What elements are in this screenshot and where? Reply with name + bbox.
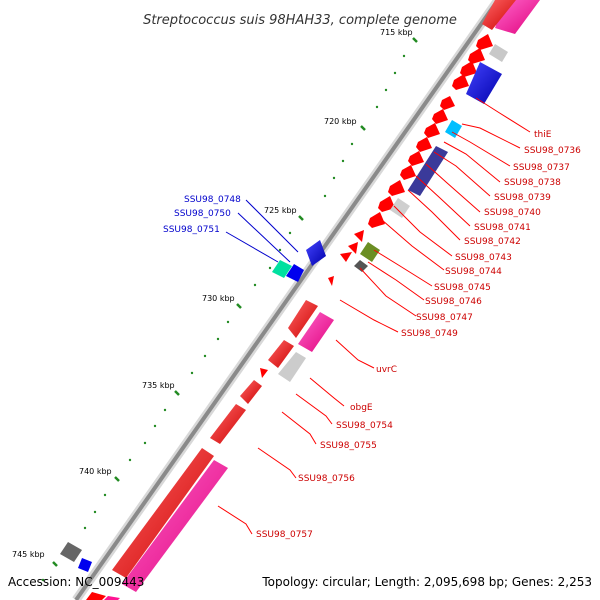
gene-feature xyxy=(286,264,304,282)
gene-label-0740: SSU98_0740 xyxy=(484,208,541,218)
gene-feature xyxy=(482,0,516,30)
gene-feature xyxy=(360,242,380,262)
map-title: Streptococcus suis 98HAH33, complete gen… xyxy=(143,13,457,28)
gene-label-0742: SSU98_0742 xyxy=(464,237,521,247)
gene-feature xyxy=(240,380,262,404)
gene-label-0755: SSU98_0755 xyxy=(320,441,377,451)
gene-feature xyxy=(354,230,364,242)
gene-feature xyxy=(104,596,120,600)
gene-label-thiE: thiE xyxy=(534,130,552,140)
tick-track xyxy=(52,37,418,567)
gene-feature xyxy=(278,352,306,382)
gene-label-0756: SSU98_0756 xyxy=(298,474,355,484)
gene-feature xyxy=(476,34,493,50)
genes-forward xyxy=(86,0,540,600)
gene-label-0757: SSU98_0757 xyxy=(256,530,313,540)
tick-label-730: 730 kbp xyxy=(202,294,235,303)
gene-label-0749: SSU98_0749 xyxy=(401,329,458,339)
gene-feature xyxy=(400,165,416,180)
gene-labels-right: thiE SSU98_0736 SSU98_0737 SSU98_0738 SS… xyxy=(256,130,581,540)
tick-label-745: 745 kbp xyxy=(12,550,45,559)
gene-feature xyxy=(416,137,432,152)
topology-text: Topology: circular; Length: 2,095,698 bp… xyxy=(261,575,592,589)
gene-feature xyxy=(452,74,469,90)
gene-feature xyxy=(60,542,82,562)
gene-feature xyxy=(489,44,508,62)
gene-feature xyxy=(408,146,448,196)
tick-label-735: 735 kbp xyxy=(142,381,175,390)
gene-feature xyxy=(210,404,246,444)
gene-label-uvrC: uvrC xyxy=(376,365,397,375)
gene-feature xyxy=(112,448,214,578)
gene-label-0738: SSU98_0738 xyxy=(504,178,561,188)
tick-label-720: 720 kbp xyxy=(324,117,357,126)
gene-feature xyxy=(468,48,485,64)
gene-feature xyxy=(408,151,424,166)
gene-label-0741: SSU98_0741 xyxy=(474,223,531,233)
accession-text: Accession: NC_009443 xyxy=(8,575,144,589)
gene-label-0745: SSU98_0745 xyxy=(434,283,491,293)
gene-labels-left: SSU98_0748 SSU98_0750 SSU98_0751 xyxy=(163,195,241,235)
gene-label-0748: SSU98_0748 xyxy=(184,195,241,205)
tick-label-740: 740 kbp xyxy=(79,467,112,476)
backbone xyxy=(72,0,502,600)
gene-feature xyxy=(272,260,292,278)
gene-feature xyxy=(390,198,410,218)
tick-dots xyxy=(41,54,406,582)
leader-lines-left xyxy=(225,199,299,263)
leader-lines-right xyxy=(217,97,531,535)
tick-labels: 715 kbp 720 kbp 725 kbp 730 kbp 735 kbp … xyxy=(12,28,413,559)
gene-label-0746: SSU98_0746 xyxy=(425,297,482,307)
gene-feature xyxy=(268,340,294,368)
gene-feature xyxy=(340,252,352,262)
gene-feature xyxy=(86,592,106,600)
gene-label-obgE: obgE xyxy=(350,403,373,413)
gene-feature xyxy=(378,196,395,212)
gene-label-0743: SSU98_0743 xyxy=(455,253,512,263)
gene-feature xyxy=(354,260,368,272)
gene-feature xyxy=(440,96,455,110)
gene-label-0739: SSU98_0739 xyxy=(494,193,551,203)
gene-feature xyxy=(424,123,440,138)
gene-feature xyxy=(122,460,228,592)
gene-label-0736: SSU98_0736 xyxy=(524,146,581,156)
gene-feature xyxy=(368,212,385,228)
gene-feature xyxy=(298,312,334,352)
gene-feature xyxy=(328,276,334,286)
gene-label-0747: SSU98_0747 xyxy=(416,313,473,323)
genes-reverse xyxy=(60,240,326,572)
gene-label-0750: SSU98_0750 xyxy=(174,209,231,219)
tick-label-725: 725 kbp xyxy=(264,206,297,215)
gene-label-0751: SSU98_0751 xyxy=(163,225,220,235)
gene-label-0737: SSU98_0737 xyxy=(513,163,570,173)
gene-feature xyxy=(306,240,326,266)
gene-feature xyxy=(260,368,268,378)
gene-feature xyxy=(460,61,477,77)
gene-feature xyxy=(78,558,92,572)
gene-feature xyxy=(432,109,448,124)
tick-label-715: 715 kbp xyxy=(380,28,413,37)
gene-feature xyxy=(466,62,502,104)
gene-feature xyxy=(348,242,358,254)
gene-label-0754: SSU98_0754 xyxy=(336,421,393,431)
gene-feature xyxy=(288,300,318,338)
gene-feature xyxy=(445,120,462,138)
gene-label-0744: SSU98_0744 xyxy=(445,267,502,277)
gene-feature xyxy=(388,180,405,196)
